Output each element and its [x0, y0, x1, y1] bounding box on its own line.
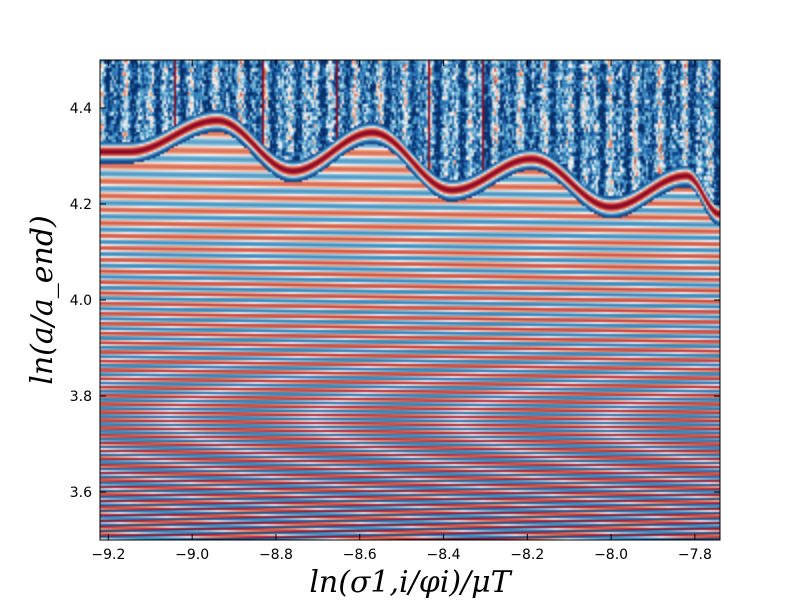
x-tick-label: −8.6: [343, 547, 377, 563]
y-tick-label: 3.6: [70, 485, 92, 501]
x-tick-label: −7.8: [678, 547, 712, 563]
y-tick-label: 3.8: [70, 389, 92, 405]
x-tick-label: −8.4: [427, 547, 461, 563]
y-axis-label: ln(a/a_end): [25, 215, 60, 384]
x-tick-label: −9.2: [91, 547, 125, 563]
y-tick-label: 4.0: [70, 293, 92, 309]
y-tick-label: 4.4: [70, 101, 92, 117]
x-tick-label: −9.0: [175, 547, 209, 563]
heatmap-image: [100, 60, 720, 540]
x-tick-label: −8.0: [594, 547, 628, 563]
y-tick-label: 4.2: [70, 197, 92, 213]
x-axis: −9.2 −9.0 −8.8 −8.6 −8.4 −8.2 −8.0 −7.8: [91, 60, 712, 563]
x-tick-label: −8.8: [259, 547, 293, 563]
x-axis-label: ln(σ1,i/φi)/μT: [309, 565, 512, 600]
y-axis: 3.6 3.8 4.0 4.2 4.4: [70, 101, 720, 501]
plot-area: [100, 60, 720, 540]
x-tick-label: −8.2: [510, 547, 544, 563]
